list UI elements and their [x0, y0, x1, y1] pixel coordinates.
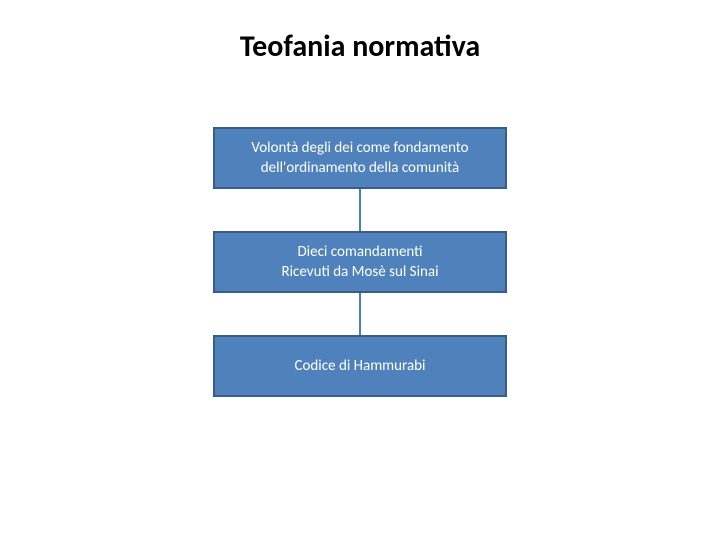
flowchart-node-line: dell'ordinamento della comunità [261, 158, 459, 178]
flowchart-node: Dieci comandamentiRicevuti da Mosè sul S… [213, 231, 507, 293]
flowchart-node-line: Dieci comandamenti [297, 242, 422, 262]
flowchart-connector [359, 293, 361, 335]
flowchart: Volontà degli dei come fondamentodell'or… [0, 127, 720, 397]
flowchart-connector [359, 189, 361, 231]
flowchart-node: Codice di Hammurabi [213, 335, 507, 397]
page-title: Teofania normativa [0, 28, 720, 65]
flowchart-node: Volontà degli dei come fondamentodell'or… [213, 127, 507, 189]
flowchart-node-line: Codice di Hammurabi [295, 356, 426, 376]
flowchart-node-line: Ricevuti da Mosè sul Sinai [281, 262, 438, 282]
flowchart-node-line: Volontà degli dei come fondamento [251, 138, 468, 158]
